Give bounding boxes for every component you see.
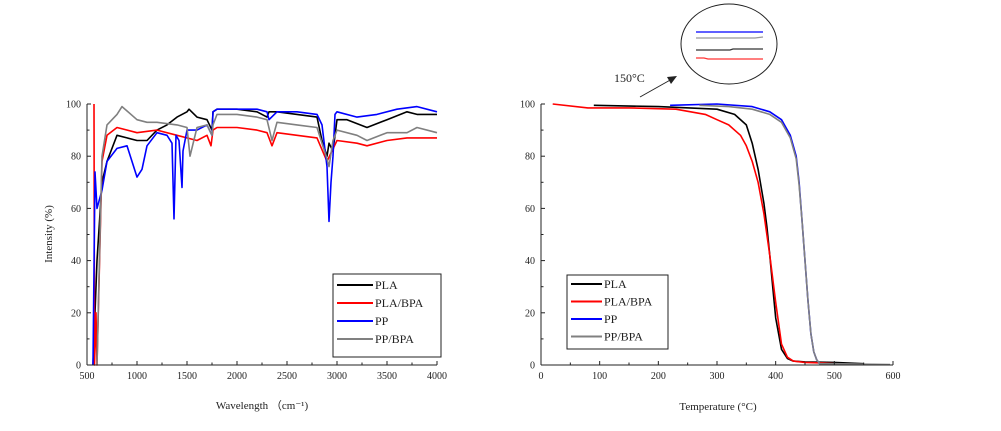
ftir-x-tick-label: 4000 [427,371,447,382]
ftir-x-axis-label: Wavelength （cm⁻¹) [216,399,309,412]
tga-series-pla-bpa [552,103,835,365]
ftir-x-tick-label: 3000 [327,371,347,382]
tga-y-tick-label: 40 [525,256,535,267]
tga-annotation-arrow [639,78,673,98]
ftir-legend-label: PP [375,314,389,328]
ftir-y-tick-label: 100 [66,100,81,111]
ftir-x-tick-label: 1500 [177,371,197,382]
tga-legend-label: PLA/BPA [604,295,653,309]
tga-x-tick-label: 100 [592,371,607,382]
tga-legend: PLA PLA/BPA PP PP/BPA [566,274,669,350]
ftir-series-pla-bpa [93,103,437,366]
tga-inset-ellipse [680,3,778,85]
ftir-legend-box [332,273,442,358]
ftir-legend-label: PLA [375,278,398,292]
ftir-ticks: 500 1000 1500 2000 2500 3000 3500 4000 0 20 40 60 80… [66,100,447,383]
ftir-y-tick-label: 40 [71,256,81,267]
ftir-x-tick-label: 1000 [127,371,147,382]
ftir-x-tick-label: 3500 [377,371,397,382]
inset-line-pla [696,48,763,51]
ftir-legend-label: PLA/BPA [375,296,424,310]
ftir-y-tick-label: 0 [76,361,81,372]
tga-ticks: 0 100 200 300 400 500 600 0 20 40 60 80 100 [520,100,901,383]
ftir-x-tick-label: 2000 [227,371,247,382]
tga-annotation-label: 150°C [614,71,645,85]
tga-x-tick-label: 500 [827,371,842,382]
tga-legend-label: PLA [604,277,627,291]
tga-legend-box [566,274,669,350]
ftir-plot-area [92,103,438,366]
tga-y-tick-label: 60 [525,204,535,215]
ftir-legend-label: PP/BPA [375,332,414,346]
tga-x-tick-label: 600 [886,371,901,382]
tga-y-tick-label: 0 [530,361,535,372]
arrow-head-icon [667,76,677,84]
inset-line-plabpa [696,57,763,60]
ftir-x-tick-label: 2500 [277,371,297,382]
tga-y-tick-label: 100 [520,100,535,111]
tga-y-tick-label: 80 [525,152,535,163]
inset-line-ppbpa [696,36,764,39]
tga-plot-area [552,103,891,366]
tga-x-tick-label: 200 [651,371,666,382]
tga-x-tick-label: 0 [539,371,544,382]
ftir-series-pp-bpa [96,105,438,366]
tga-series-pp-bpa [699,104,891,366]
tga-y-tick-label: 20 [525,308,535,319]
ftir-y-axis-label: Intensity (%) [43,205,55,263]
ftir-y-tick-label: 60 [71,204,81,215]
tga-chart: 0 100 200 300 400 500 600 0 20 40 60 80 100 Temperat… [520,3,901,413]
ftir-y-tick-label: 20 [71,308,81,319]
ftir-y-tick-label: 80 [71,152,81,163]
tga-legend-label: PP [604,312,618,326]
tga-x-tick-label: 400 [768,371,783,382]
tga-x-tick-label: 300 [710,371,725,382]
tga-x-axis-label: Temperature (°C) [679,401,757,413]
ftir-chart: 500 1000 1500 2000 2500 3000 3500 4000 0 20 40 60 80… [43,100,447,413]
ftir-legend: PLA PLA/BPA PP PP/BPA [332,273,442,358]
ftir-x-tick-label: 500 [80,371,95,382]
tga-legend-label: PP/BPA [604,330,643,344]
